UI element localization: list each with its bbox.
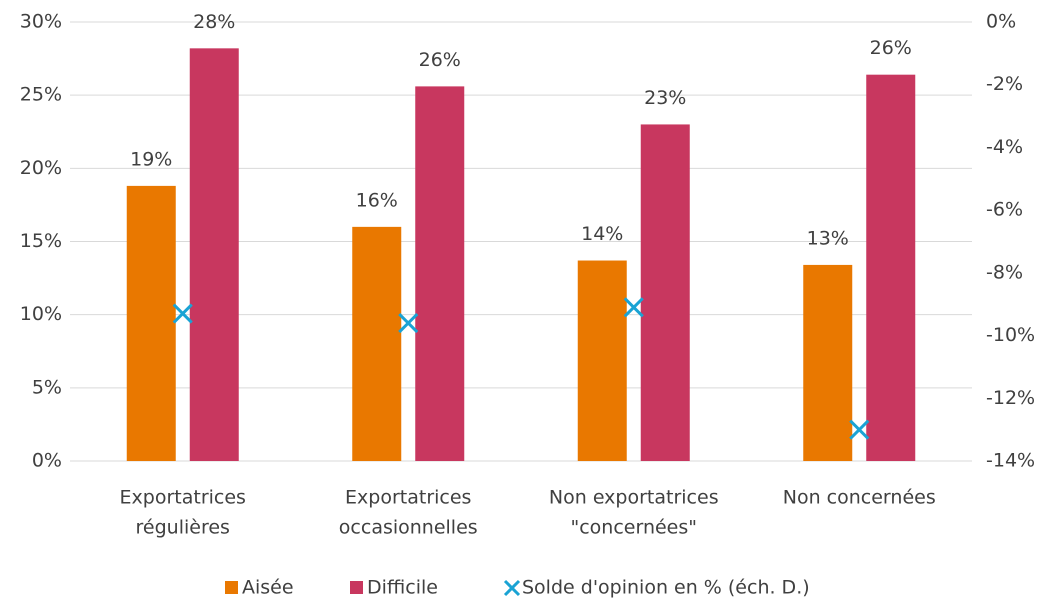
y-tick-label: 25% <box>20 84 62 106</box>
y2-tick-label: -4% <box>986 136 1023 158</box>
data-label: 16% <box>356 189 398 211</box>
legend-label: Aisée <box>242 577 294 599</box>
y-tick-label: 30% <box>20 11 62 33</box>
marker <box>172 303 193 324</box>
bar <box>126 185 176 462</box>
y2-tick-label: 0% <box>986 11 1016 33</box>
x-tick-label: régulières <box>136 517 230 539</box>
y2-tick-label: -2% <box>986 73 1023 95</box>
data-label: 13% <box>807 227 849 249</box>
data-label: 14% <box>581 223 623 245</box>
marker <box>623 297 644 318</box>
legend-label: Solde d'opinion en % (éch. D.) <box>522 577 810 599</box>
x-tick-label: Non exportatrices <box>549 487 719 509</box>
x-tick-label: Non concernées <box>783 487 936 509</box>
y2-tick-label: -6% <box>986 199 1023 221</box>
x-tick-label: occasionnelles <box>339 517 478 539</box>
legend-swatch <box>225 581 238 594</box>
y-tick-label: 5% <box>32 376 62 398</box>
data-label: 19% <box>130 148 172 170</box>
x-tick-label: "concernées" <box>570 517 697 539</box>
bar <box>415 86 465 462</box>
data-label: 23% <box>644 87 686 109</box>
x-tick-label: Exportatrices <box>345 487 471 509</box>
y-tick-label: 0% <box>32 450 62 472</box>
data-label: 26% <box>870 37 912 59</box>
data-label: 28% <box>193 11 235 33</box>
y-tick-label: 20% <box>20 157 62 179</box>
marker <box>398 312 419 334</box>
y-tick-label: 15% <box>20 230 62 252</box>
data-label: 26% <box>419 49 461 71</box>
x-tick-label: Exportatrices <box>120 487 246 509</box>
legend-swatch <box>503 579 521 597</box>
y2-tick-label: -12% <box>986 387 1035 409</box>
bar <box>866 74 916 462</box>
bar <box>577 260 627 461</box>
marker <box>849 419 870 440</box>
bar <box>352 226 402 461</box>
y2-tick-label: -14% <box>986 450 1035 472</box>
bar <box>803 264 853 461</box>
legend-swatch <box>350 581 363 594</box>
y2-tick-label: -8% <box>986 261 1023 283</box>
bar <box>640 124 690 461</box>
y2-tick-label: -10% <box>986 324 1035 346</box>
bar <box>189 48 239 462</box>
legend-label: Difficile <box>367 577 438 599</box>
y-tick-label: 10% <box>20 303 62 325</box>
